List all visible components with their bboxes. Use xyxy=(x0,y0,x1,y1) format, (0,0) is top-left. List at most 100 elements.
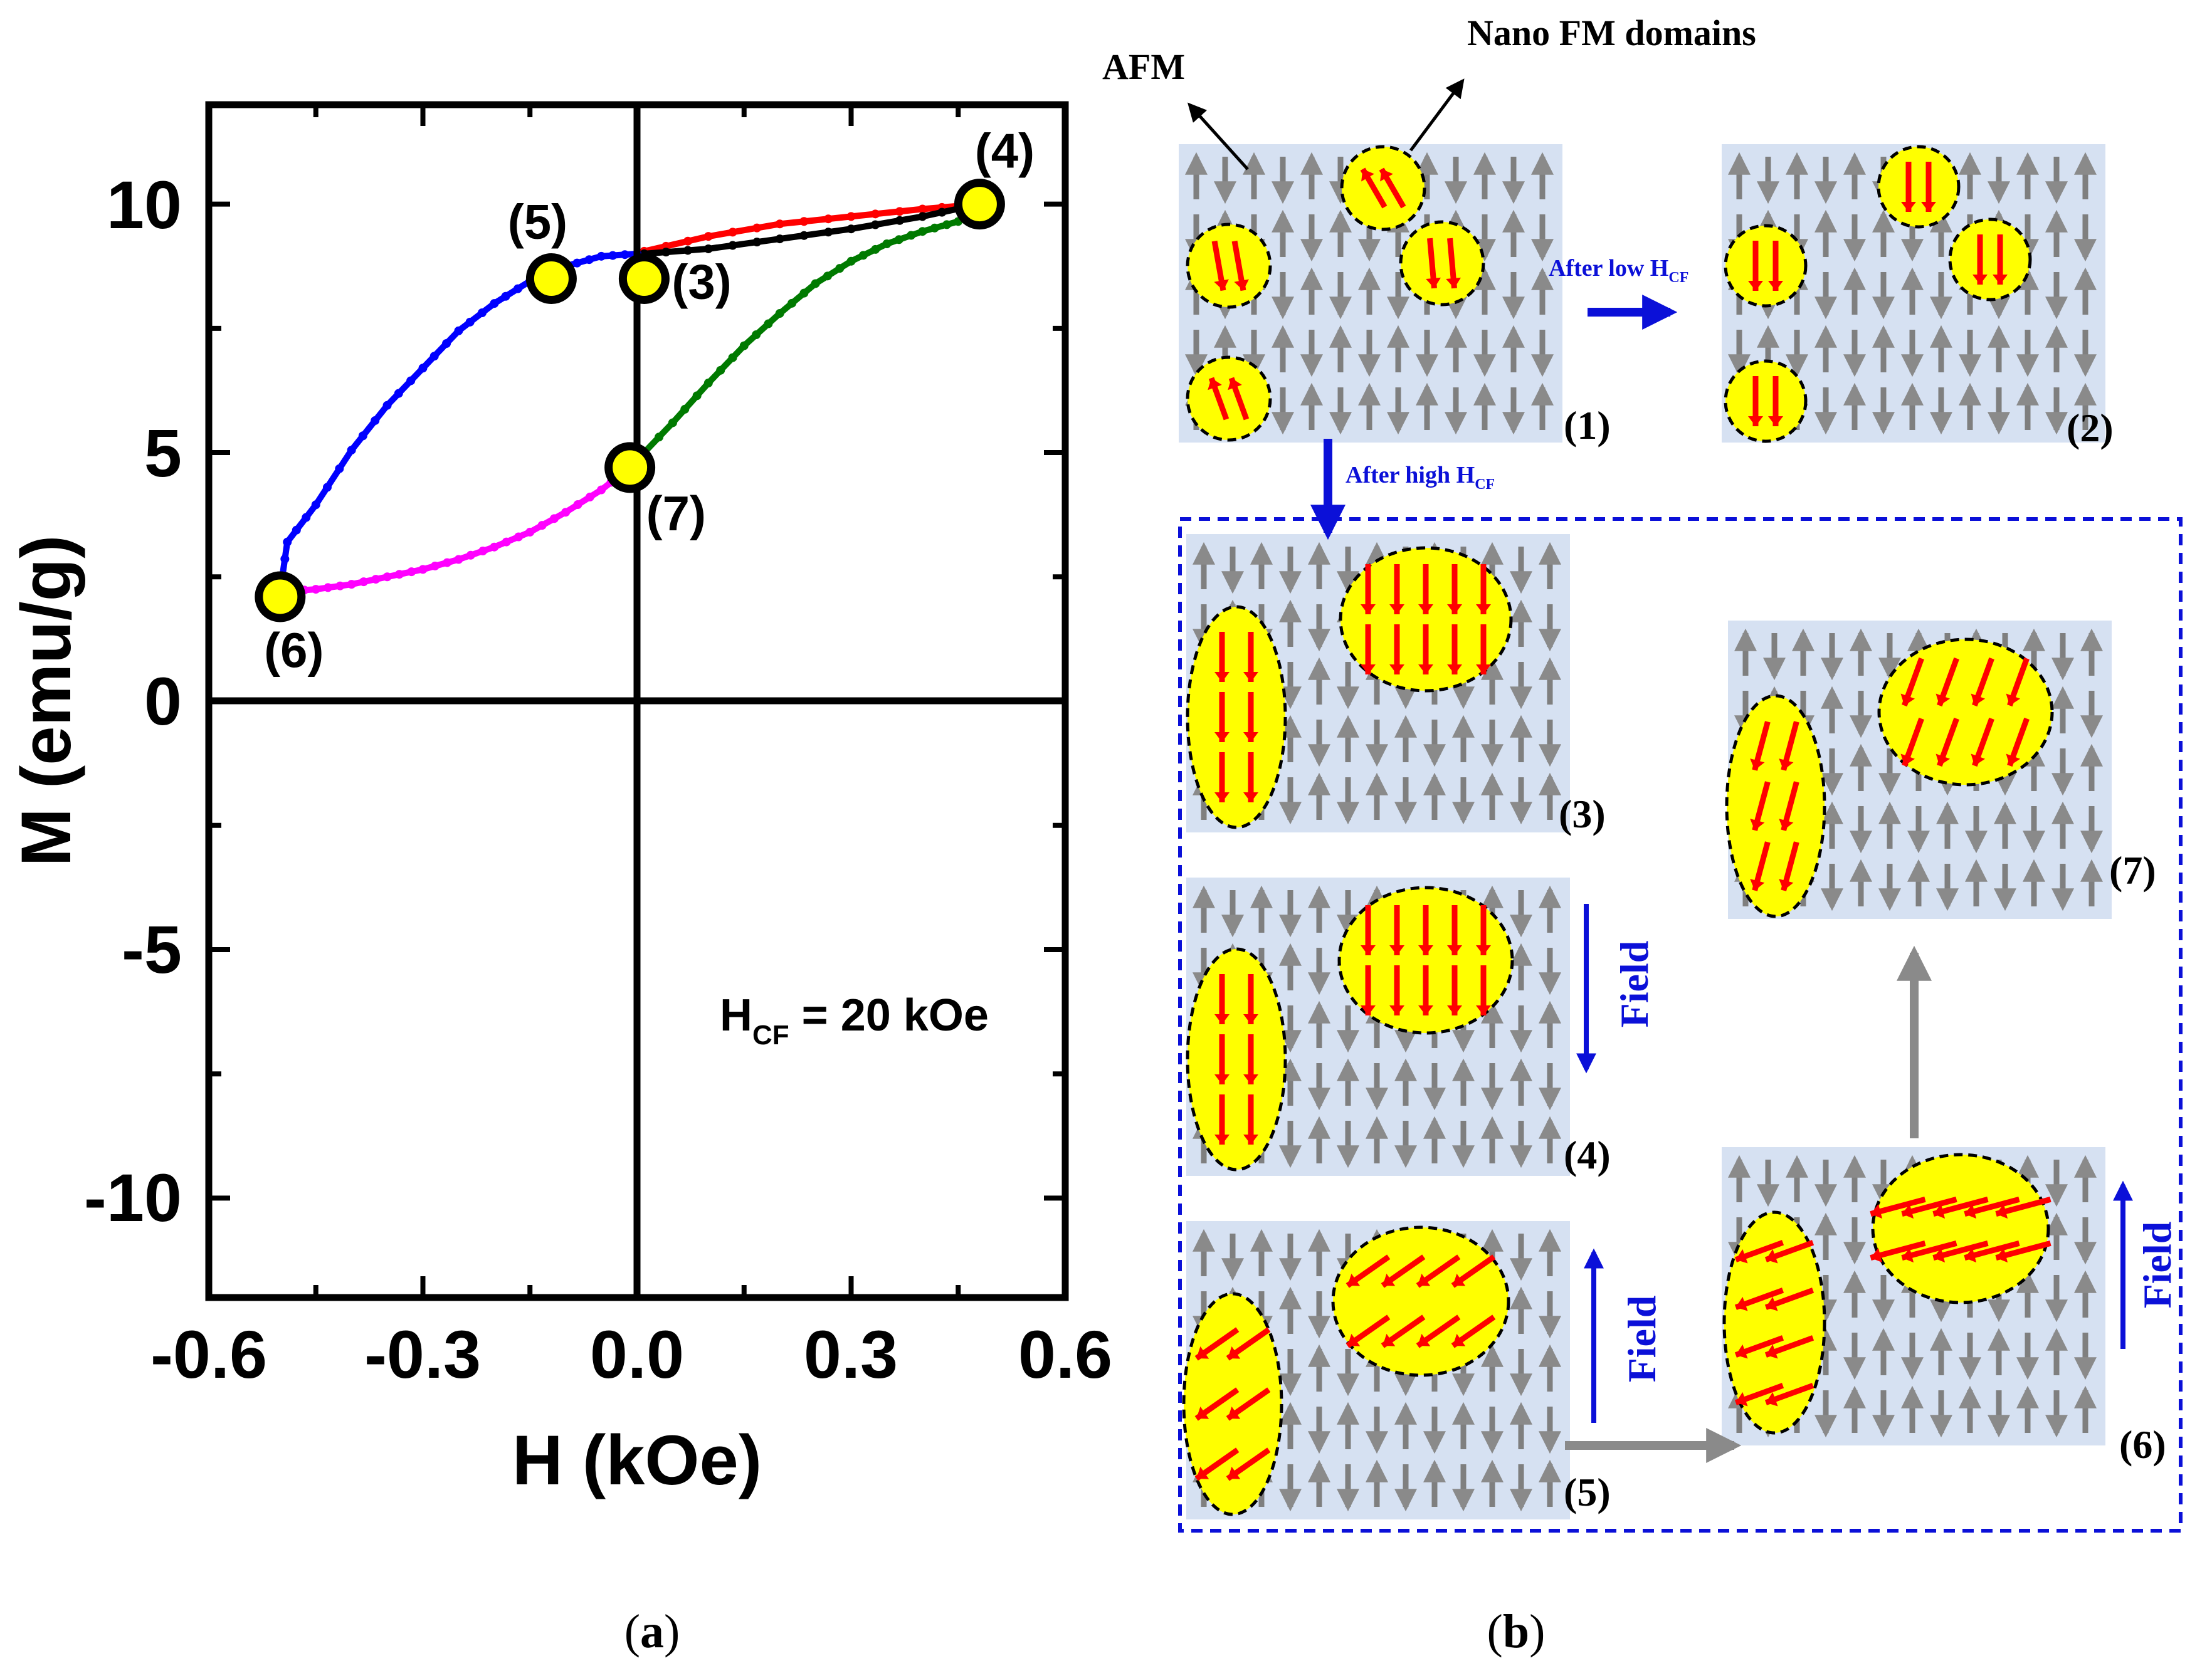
fm-arrow-head xyxy=(1900,693,1915,706)
data-point xyxy=(322,483,332,492)
fm-arrow-head xyxy=(1389,604,1404,614)
data-point xyxy=(311,585,320,594)
field-label-6: Field xyxy=(2135,1222,2179,1309)
fm-arrow-head xyxy=(1447,945,1462,955)
data-point xyxy=(292,525,301,535)
state-marker xyxy=(255,571,306,622)
axis-ticks xyxy=(206,105,1068,1298)
fm-arrow-head xyxy=(1418,664,1433,674)
data-point xyxy=(359,577,369,587)
annotation-h: H xyxy=(720,990,752,1041)
panel-label-7: (7) xyxy=(2109,848,2156,893)
data-point xyxy=(454,555,463,564)
data-point xyxy=(823,271,832,281)
fm-arrow-head xyxy=(1750,819,1765,831)
fm-arrow-head xyxy=(1735,1296,1748,1311)
fm-arrow-head xyxy=(1476,1005,1491,1015)
data-point xyxy=(894,235,903,244)
data-point xyxy=(477,308,487,317)
fm-arrow-head xyxy=(1426,277,1441,288)
series-line-decreasing-blue xyxy=(276,250,640,595)
data-point xyxy=(703,379,713,388)
fm-arrow-head xyxy=(1735,1344,1748,1359)
fm-arrow-head xyxy=(1964,1247,1977,1263)
fm-arrow-head xyxy=(1748,416,1763,426)
data-point xyxy=(661,248,671,257)
data-point xyxy=(799,288,809,298)
fm-arrow-head xyxy=(1447,604,1462,614)
fm-arrow-head xyxy=(1361,1005,1376,1015)
data-point xyxy=(787,298,797,308)
panel-label-6: (6) xyxy=(2119,1422,2166,1467)
field-label-4: Field xyxy=(1612,941,1656,1028)
data-point xyxy=(752,330,761,340)
fm-arrow-head xyxy=(1389,945,1404,955)
data-point xyxy=(283,537,292,547)
fm-domain xyxy=(1725,694,1826,918)
fm-arrow-head xyxy=(1476,664,1491,674)
data-point xyxy=(895,216,904,225)
data-point xyxy=(597,485,606,495)
data-point xyxy=(466,550,475,560)
fm-arrow-head xyxy=(2006,753,2021,766)
data-point xyxy=(683,246,693,255)
fm-arrow-head xyxy=(1228,378,1242,391)
fm-domain xyxy=(1877,145,1961,229)
data-point xyxy=(573,500,582,510)
afm-label: AFM xyxy=(1102,46,1185,87)
data-point xyxy=(478,547,488,556)
state-marker-label: (6) xyxy=(264,622,324,678)
fm-domain xyxy=(1722,1210,1826,1435)
data-point xyxy=(584,255,594,265)
data-point xyxy=(799,217,809,226)
fm-domain xyxy=(1724,359,1808,443)
data-point xyxy=(335,464,344,473)
y-tick-label: 0 xyxy=(144,663,182,739)
annotation-sub: CF xyxy=(752,1020,789,1051)
fm-arrow-head xyxy=(1243,792,1258,802)
fm-arrow-head xyxy=(1243,732,1258,742)
state-marker xyxy=(618,253,670,305)
fm-arrow-head xyxy=(1750,758,1765,770)
data-point xyxy=(683,236,693,246)
fm-arrow-head xyxy=(1476,945,1491,955)
fm-arrow-head xyxy=(1418,1333,1431,1346)
x-tick-labels: -0.6 -0.3 0.0 0.3 0.6 xyxy=(150,1316,1112,1392)
data-point xyxy=(572,258,582,268)
data-point xyxy=(371,416,380,425)
fm-arrow-head xyxy=(1196,1466,1209,1479)
data-point xyxy=(502,537,511,547)
data-point xyxy=(490,299,499,308)
high-field-sequence-frame xyxy=(1178,517,2183,1533)
fm-arrow-head xyxy=(1243,1014,1258,1024)
data-point xyxy=(871,244,880,254)
fm-arrow-head xyxy=(1870,1204,1883,1219)
fm-arrow-head xyxy=(1971,693,1986,706)
fm-arrow-head xyxy=(1933,1247,1946,1263)
fm-arrow-head xyxy=(1361,664,1376,674)
data-point xyxy=(871,209,880,219)
y-tick-label: 10 xyxy=(107,167,182,243)
state-markers: (3) (4) (5) (6) (7) xyxy=(255,123,1035,678)
fm-arrow-head xyxy=(1389,1005,1404,1015)
fm-arrow-head xyxy=(1228,1466,1241,1479)
fm-domain xyxy=(1948,218,2032,302)
data-point xyxy=(382,572,392,582)
state-marker xyxy=(525,253,577,305)
fm-domain xyxy=(1186,947,1287,1172)
data-point xyxy=(728,353,737,362)
fm-arrow-head xyxy=(1361,604,1376,614)
y-tick-labels: 10 5 0 -5 -10 xyxy=(84,167,182,1235)
data-point xyxy=(465,317,475,327)
data-point xyxy=(871,220,880,229)
data-point xyxy=(585,492,594,501)
fm-arrow-head xyxy=(1214,1074,1230,1084)
data-point xyxy=(406,376,416,385)
fm-arrow-head xyxy=(1243,1135,1258,1145)
x-tick-label: -0.3 xyxy=(364,1316,481,1392)
caption-b: (b) xyxy=(1487,1605,1546,1658)
data-point xyxy=(918,204,927,214)
fm-arrow-head xyxy=(1382,1273,1396,1286)
fm-arrow-head xyxy=(1214,279,1229,291)
data-point xyxy=(775,234,784,244)
